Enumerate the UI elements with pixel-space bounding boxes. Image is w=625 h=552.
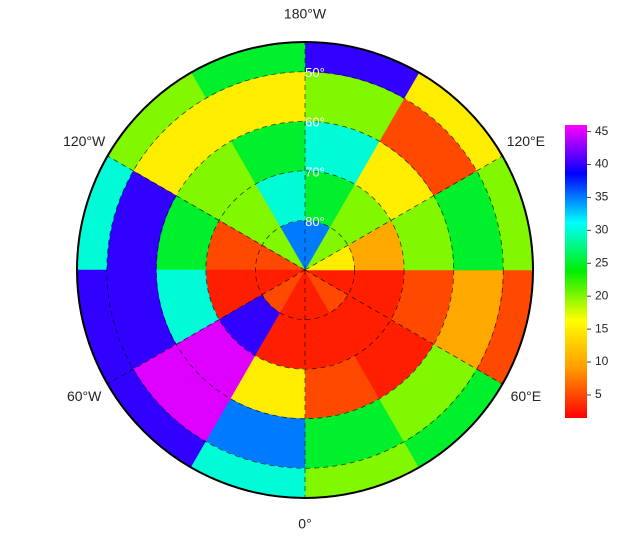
meridian [304,269,503,385]
lon-label: 60°W [67,388,102,404]
colorbar-tick-label: 5 [595,387,602,401]
lat-label: 50° [305,65,325,80]
parallel [106,71,504,469]
colorbar-tick-label: 15 [595,321,609,335]
meridian [304,155,503,271]
map-raster [77,42,533,498]
lon-label: 120°W [63,133,106,149]
labels: 0° 60°E 120°E 180°W 120°W 60°W 50° 60° 70° 80° [63,6,545,532]
parallel [205,170,405,370]
colorbar-tick-label: 35 [595,190,609,204]
lon-label: 180°W [284,6,327,22]
colorbar-tick-label: 20 [595,288,609,302]
colorbar-tick-label: 40 [595,157,609,171]
meridian [107,269,306,385]
parallel [155,120,455,420]
meridian [107,155,306,271]
parallel [255,220,355,320]
lon-label: 120°E [507,133,545,149]
colorbar-tick-label: 30 [595,223,609,237]
colorbar-tick-label: 25 [595,255,609,269]
colorbar-scale [565,125,587,418]
colorbar-tick-label: 10 [595,354,609,368]
lon-label: 60°E [511,388,542,404]
colorbar: 5 10 15 20 25 30 35 40 45 [565,124,609,418]
lat-label: 80° [305,214,325,229]
graticule [106,42,504,498]
lon-label: 0° [298,516,311,532]
lat-label: 60° [305,115,325,130]
map-border [76,41,534,499]
lat-label: 70° [305,164,325,179]
colorbar-tick-label: 45 [595,124,609,138]
